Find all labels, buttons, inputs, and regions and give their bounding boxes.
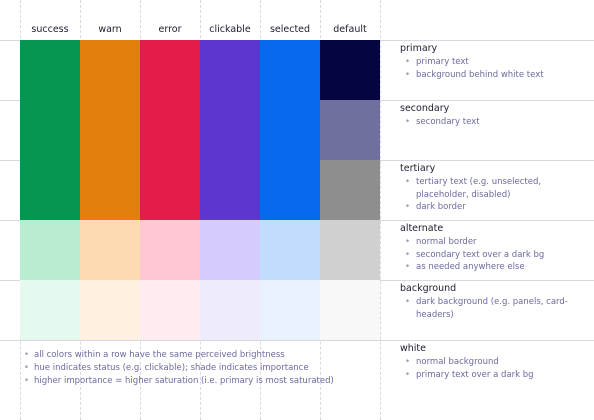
swatch-alternate-error [140,220,200,280]
row-usage-list: secondary text [400,116,590,129]
column-header-default: default [333,24,367,35]
swatch-alternate-clickable [200,220,260,280]
swatch-secondary-selected [260,100,320,160]
note-item: higher importance = higher saturation (i… [24,375,384,388]
swatch-tertiary-clickable [200,160,260,220]
note-item: all colors within a row have the same pe… [24,349,384,362]
column-header-success: success [31,24,69,35]
row-usage-item: normal border [400,236,590,249]
swatch-primary-warn [80,40,140,100]
row-usage-item: background behind white text [400,69,590,82]
swatch-background-selected [260,280,320,340]
row-alternate: alternate normal bordersecondary text ove… [400,222,590,274]
swatch-tertiary-selected [260,160,320,220]
note-item: hue indicates status (e.g. clickable); s… [24,362,384,375]
swatch-primary-error [140,40,200,100]
row-title: background [400,283,457,294]
notes: all colors within a row have the same pe… [24,349,384,388]
row-usage-item: tertiary text (e.g. unselected, placehol… [400,176,590,201]
swatch-secondary-error [140,100,200,160]
swatch-tertiary-warn [80,160,140,220]
swatch-background-error [140,280,200,340]
column-header-error: error [158,24,182,35]
swatch-secondary-success [20,100,80,160]
swatch-alternate-selected [260,220,320,280]
row-title: primary [400,43,438,54]
swatch-secondary-warn [80,100,140,160]
row-usage-list: normal backgroundprimary text over a dar… [400,356,590,381]
row-usage-list: tertiary text (e.g. unselected, placehol… [400,176,590,214]
swatch-secondary-clickable [200,100,260,160]
swatch-background-clickable [200,280,260,340]
swatch-tertiary-error [140,160,200,220]
row-usage-item: dark background (e.g. panels, card-heade… [400,296,590,321]
row-primary: primary primary textbackground behind whi… [400,42,590,81]
row-usage-list: normal bordersecondary text over a dark … [400,236,590,274]
grid-hline [0,340,594,341]
swatch-background-success [20,280,80,340]
row-usage-item: normal background [400,356,590,369]
row-title: secondary [400,103,450,114]
column-header-warn: warn [98,24,122,35]
row-usage-item: as needed anywhere else [400,261,590,274]
row-background: background dark background (e.g. panels, … [400,282,590,321]
row-white: white normal backgroundprimary text over … [400,342,590,381]
swatch-background-default [320,280,380,340]
swatch-alternate-warn [80,220,140,280]
swatch-primary-clickable [200,40,260,100]
grid-vline [380,0,381,420]
swatch-secondary-default [320,100,380,160]
column-header-clickable: clickable [209,24,251,35]
row-title: alternate [400,223,444,234]
row-usage-item: dark border [400,201,590,214]
swatch-tertiary-default [320,160,380,220]
swatch-alternate-success [20,220,80,280]
row-usage-item: secondary text [400,116,590,129]
column-header-selected: selected [269,24,311,35]
row-usage-list: dark background (e.g. panels, card-heade… [400,296,590,321]
row-title: tertiary [400,163,436,174]
row-usage-item: primary text [400,56,590,69]
row-title: white [400,343,426,354]
row-tertiary: tertiary tertiary text (e.g. unselected, … [400,162,590,214]
row-usage-item: primary text over a dark bg [400,369,590,382]
swatch-alternate-default [320,220,380,280]
swatch-primary-success [20,40,80,100]
row-secondary: secondary secondary text [400,102,590,129]
swatch-tertiary-success [20,160,80,220]
notes-list: all colors within a row have the same pe… [24,349,384,388]
row-usage-list: primary textbackground behind white text [400,56,590,81]
swatch-primary-default [320,40,380,100]
swatch-primary-selected [260,40,320,100]
swatch-background-warn [80,280,140,340]
row-usage-item: secondary text over a dark bg [400,249,590,262]
